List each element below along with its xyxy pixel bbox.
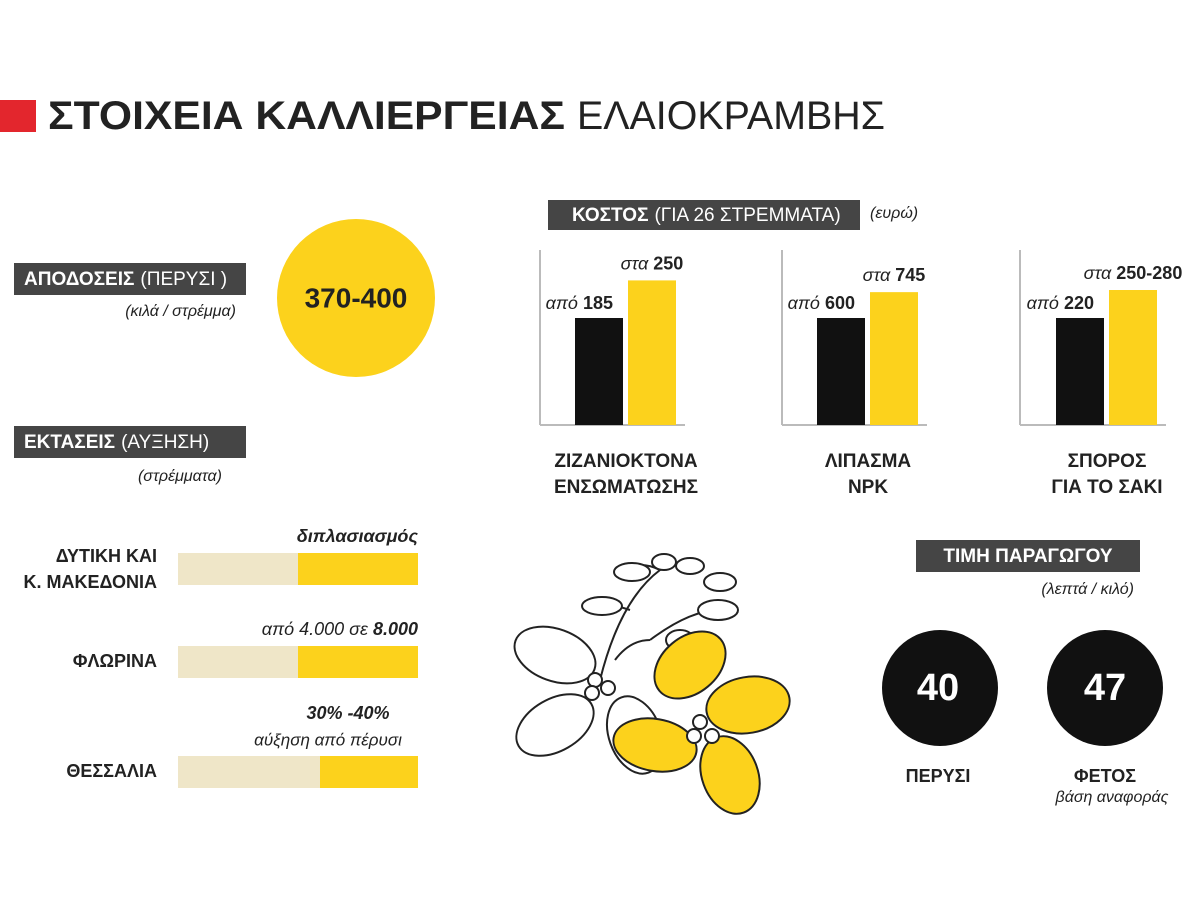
area-note: από 4.000 σε 8.000 [262,619,418,639]
price-item-label: ΦΕΤΟΣ [1074,766,1136,786]
group-name: ΕΝΣΩΜΑΤΩΣΗΣ [554,477,698,498]
prefix: από [1027,293,1059,313]
price-item-label: ΠΕΡΥΣΙ [906,766,971,786]
price-circle [882,630,998,746]
label-bold: ΕΚΤΑΣΕΙΣ [24,432,115,453]
price-label: ΤΙΜΗ ΠΑΡΑΓΩΓΟΥ [943,546,1112,567]
value: 600 [825,293,855,313]
value: 185 [583,293,613,313]
note-bold: 8.000 [373,619,418,639]
label-bold: ΚΟΣΤΟΣ [572,205,648,226]
price-value: 40 [917,667,959,709]
cost-label: ΚΟΣΤΟΣ (ΓΙΑ 26 ΣΤΡΕΜΜΑΤΑ) [572,205,841,226]
title-marker [0,100,36,132]
prefix: στα [863,265,891,285]
area-bar-before [178,553,298,585]
yields-label: ΑΠΟΔΟΣΕΙΣ (ΠΕΡΥΣΙ ) [24,269,227,290]
label-light: (ΓΙΑ 26 ΣΤΡΕΜΜΑΤΑ) [654,205,840,226]
region: Κ. ΜΑΚΕΔΟΝΙΑ [24,572,157,592]
bar-from [575,318,623,425]
group-name: ΣΠΟΡΟΣ [1068,451,1147,472]
bar-to [628,280,676,425]
prefix: από [788,293,820,313]
value: 250-280 [1116,263,1182,283]
value: 220 [1064,293,1094,313]
unit: (κιλά / στρέμμα) [125,303,236,320]
group-name: NPK [848,477,888,498]
value: 250 [653,253,683,273]
region: ΘΕΣΣΑΛΙΑ [66,761,157,781]
yield-circle [277,219,435,377]
area-bar-before [178,756,320,788]
price-value: 47 [1084,667,1126,709]
label-light: (ΑΥΞΗΣΗ) [121,432,209,453]
unit: (ευρώ) [870,205,918,222]
unit: (λεπτά / κιλό) [1041,581,1134,598]
prefix: στα [621,253,649,273]
title: ΣΤΟΙΧΕΙΑ ΚΑΛΛΙΕΡΓΕΙΑΣ ΕΛΑΙΟΚΡΑΜΒΗΣ [48,94,885,138]
group-name: ΛΙΠΑΣΜΑ [825,451,912,472]
price-note: βάση αναφοράς [1055,789,1169,806]
area-bar-increase [320,756,418,788]
area-bar-increase [298,553,418,585]
region: ΦΛΩΡΙΝΑ [73,651,157,671]
to-label: στα 745 [863,265,926,285]
bar-to [1109,290,1157,425]
note-light: από 4.000 σε [262,619,369,639]
area-bar-increase [298,646,418,678]
prefix: από [546,293,578,313]
yield-value: 370-400 [305,282,408,313]
area-note: 30% -40% [306,703,389,723]
to-label: στα 250-280 [1084,263,1183,283]
region: ΔΥΤΙΚΗ ΚΑΙ [56,546,157,566]
title-light: ΕΛΑΙΟΚΡΑΜΒΗΣ [577,94,885,138]
label-box [548,200,860,230]
price-circle [1047,630,1163,746]
group-name: ΓΙΑ ΤΟ ΣΑΚΙ [1051,477,1162,498]
from-label: από 185 [546,293,613,313]
group-name: ΖΙΖΑΝΙΟΚΤΟΝΑ [554,451,697,472]
title-bold: ΣΤΟΙΧΕΙΑ ΚΑΛΛΙΕΡΓΕΙΑΣ [48,94,565,138]
areas-label: ΕΚΤΑΣΕΙΣ (ΑΥΞΗΣΗ) [24,432,209,453]
bar-from [817,318,865,425]
flower-illustration [513,553,791,815]
label-box [14,263,246,295]
area-note: αύξηση από πέρυσι [254,730,402,749]
bar-to [870,292,918,425]
area-bar-before [178,646,298,678]
from-label: από 600 [788,293,855,313]
prefix: στα [1084,263,1112,283]
from-label: από 220 [1027,293,1094,313]
value: 745 [895,265,925,285]
label-box [916,540,1140,572]
area-note: διπλασιασμός [297,526,419,546]
bar-from [1056,318,1104,425]
unit: (στρέμματα) [138,468,222,485]
label-bold: ΑΠΟΔΟΣΕΙΣ [24,269,134,290]
label-light: (ΠΕΡΥΣΙ ) [140,269,227,290]
label-box [14,426,246,458]
to-label: στα 250 [621,253,684,273]
